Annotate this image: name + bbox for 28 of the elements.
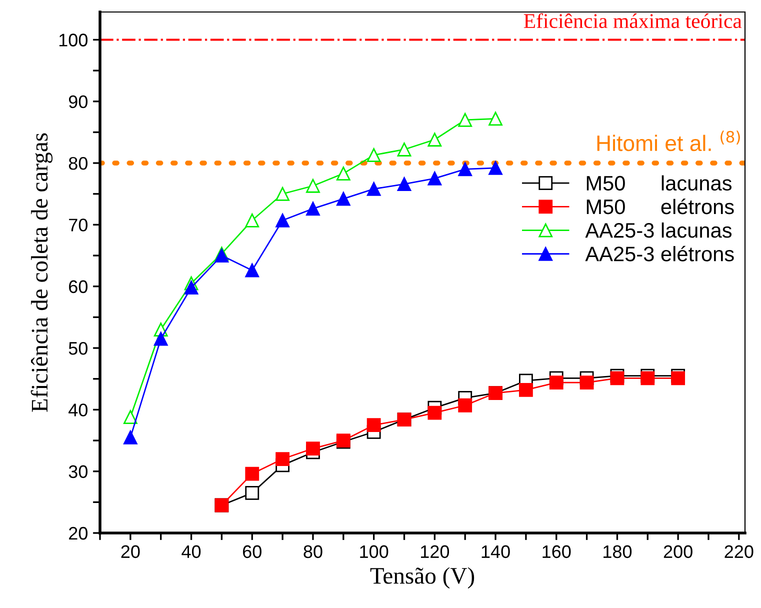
legend-label: AA25-3 elétrons (585, 246, 734, 262)
x-tick-label: 60 (243, 545, 262, 558)
x-tick-label: 160 (542, 545, 571, 558)
ref-line-label: Hitomi et al. $^{(8)}$ (597, 130, 740, 152)
x-tick-label: 200 (664, 545, 692, 558)
y-tick-label: 70 (69, 218, 88, 232)
y-tick-label: 30 (68, 465, 88, 478)
x-tick-label: 80 (304, 545, 322, 558)
y-tick-label: 90 (68, 95, 88, 108)
y-tick-label: 40 (68, 404, 88, 416)
legend-label: M50 lacunas (586, 175, 732, 191)
x-tick-label: 120 (420, 545, 450, 558)
x-tick-label: 140 (482, 545, 510, 558)
y-tick-label: 50 (68, 342, 88, 355)
x-axis-title: Tensão (V) (370, 567, 474, 589)
legend-label: M50 elétrons (586, 198, 734, 214)
y-tick-label: 20 (69, 526, 88, 540)
x-tick-label: 100 (360, 545, 388, 558)
x-tick-label: 180 (604, 545, 632, 558)
legend-label: AA25-3 lacunas (585, 222, 732, 238)
x-tick-label: 20 (121, 545, 140, 558)
y-tick-label: 100 (59, 34, 88, 46)
y-tick-label: 80 (68, 156, 88, 170)
x-tick-label: 40 (182, 545, 201, 558)
x-tick-label: 220 (724, 545, 754, 558)
y-tick-label: 60 (69, 280, 88, 294)
ref-line-label: Eficiência máxima teórica (524, 13, 742, 28)
y-axis-title: Eficiência de coleta de cargas (30, 133, 53, 412)
